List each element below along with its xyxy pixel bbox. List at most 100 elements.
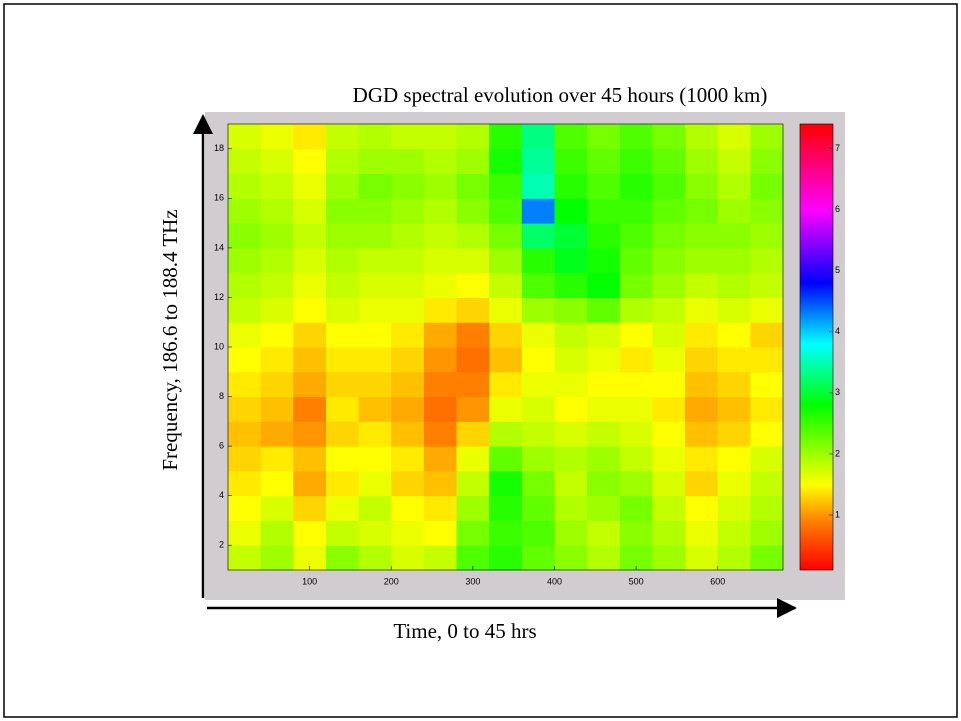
- heat-cell: [619, 198, 653, 224]
- heat-cell: [391, 470, 425, 497]
- heat-cell: [358, 148, 392, 175]
- heat-cell: [391, 198, 425, 224]
- heat-cell: [456, 124, 490, 150]
- heat-cell: [554, 297, 588, 323]
- heat-cell: [260, 520, 294, 546]
- heat-cell: [260, 173, 294, 199]
- heat-cell: [717, 421, 751, 447]
- heat-cell: [652, 421, 686, 447]
- heat-cell: [750, 173, 784, 199]
- heat-cell: [358, 371, 392, 398]
- heat-cell: [423, 371, 458, 398]
- heat-cell: [750, 322, 784, 348]
- colorbar-tick-label: 2: [835, 448, 840, 458]
- heat-cell: [619, 470, 653, 497]
- heat-cell: [750, 272, 784, 298]
- heat-cell: [685, 421, 719, 447]
- heat-cell: [325, 322, 360, 348]
- heat-cell: [358, 223, 392, 249]
- heat-cell: [325, 520, 360, 546]
- heat-cell: [554, 272, 588, 298]
- heat-cell: [260, 247, 294, 274]
- colorbar-tick-label: 7: [835, 143, 840, 153]
- heat-cell: [521, 173, 555, 199]
- x-tick-label: 600: [710, 576, 725, 586]
- heat-cell: [587, 148, 621, 175]
- heat-cell: [260, 124, 294, 150]
- heat-cell: [391, 173, 425, 199]
- heat-cell: [358, 297, 392, 323]
- heat-cell: [619, 148, 653, 175]
- heat-cell: [260, 148, 294, 175]
- heat-cell: [423, 322, 458, 348]
- heat-cell: [717, 124, 751, 150]
- heat-cell: [750, 545, 784, 571]
- heat-cell: [587, 247, 621, 274]
- heat-cell: [554, 371, 588, 398]
- heat-cell: [521, 396, 555, 422]
- heat-cell: [685, 124, 719, 150]
- colorbar-tick-label: 3: [835, 387, 840, 397]
- heat-cell: [554, 446, 588, 472]
- heat-cell: [325, 223, 360, 249]
- heat-cell: [587, 371, 621, 398]
- heat-cell: [391, 347, 425, 373]
- heat-cell: [391, 148, 425, 175]
- heat-cell: [325, 470, 360, 497]
- heat-cell: [685, 173, 719, 199]
- heat-cell: [456, 198, 490, 224]
- heat-cell: [260, 495, 294, 521]
- heat-cell: [652, 322, 686, 348]
- heat-cell: [685, 470, 719, 497]
- heat-cell: [685, 247, 719, 274]
- heat-cell: [587, 545, 621, 571]
- heat-cell: [423, 148, 458, 175]
- y-tick-label: 14: [214, 242, 224, 252]
- heat-cell: [293, 247, 327, 274]
- heat-cell: [685, 223, 719, 249]
- heat-cell: [228, 347, 262, 373]
- heat-cell: [717, 223, 751, 249]
- y-tick-label: 8: [219, 391, 224, 401]
- heat-cell: [423, 297, 458, 323]
- heat-cell: [750, 421, 784, 447]
- heat-cell: [456, 322, 490, 348]
- heat-cell: [717, 297, 751, 323]
- heat-cell: [685, 297, 719, 323]
- heat-cell: [717, 198, 751, 224]
- heat-cell: [652, 347, 686, 373]
- heat-cell: [521, 495, 555, 521]
- heat-cell: [489, 520, 523, 546]
- x-axis-label: Time, 0 to 45 hrs: [393, 619, 536, 643]
- heat-cell: [391, 520, 425, 546]
- heat-cell: [358, 347, 392, 373]
- heat-cell: [489, 173, 523, 199]
- heat-cell: [456, 148, 490, 175]
- heat-cell: [750, 520, 784, 546]
- heat-cell: [554, 198, 588, 224]
- heat-cell: [228, 322, 262, 348]
- colorbar-tick-label: 5: [835, 265, 840, 275]
- heat-cell: [750, 148, 784, 175]
- heat-cell: [293, 297, 327, 323]
- heat-cell: [554, 545, 588, 571]
- heat-cell: [587, 396, 621, 422]
- y-tick-label: 16: [214, 193, 224, 203]
- heat-cell: [750, 223, 784, 249]
- heat-cell: [554, 421, 588, 447]
- heat-cell: [652, 247, 686, 274]
- y-tick-label: 2: [219, 540, 224, 550]
- heat-cell: [293, 223, 327, 249]
- heat-cell: [228, 148, 262, 175]
- heat-cell: [325, 247, 360, 274]
- heat-cell: [423, 470, 458, 497]
- heat-cell: [619, 223, 653, 249]
- heat-cell: [325, 446, 360, 472]
- x-tick-label: 400: [547, 576, 562, 586]
- heat-cell: [717, 347, 751, 373]
- heat-cell: [293, 148, 327, 175]
- heat-cell: [228, 545, 262, 571]
- heat-cell: [456, 223, 490, 249]
- heat-cell: [587, 322, 621, 348]
- heat-cell: [685, 545, 719, 571]
